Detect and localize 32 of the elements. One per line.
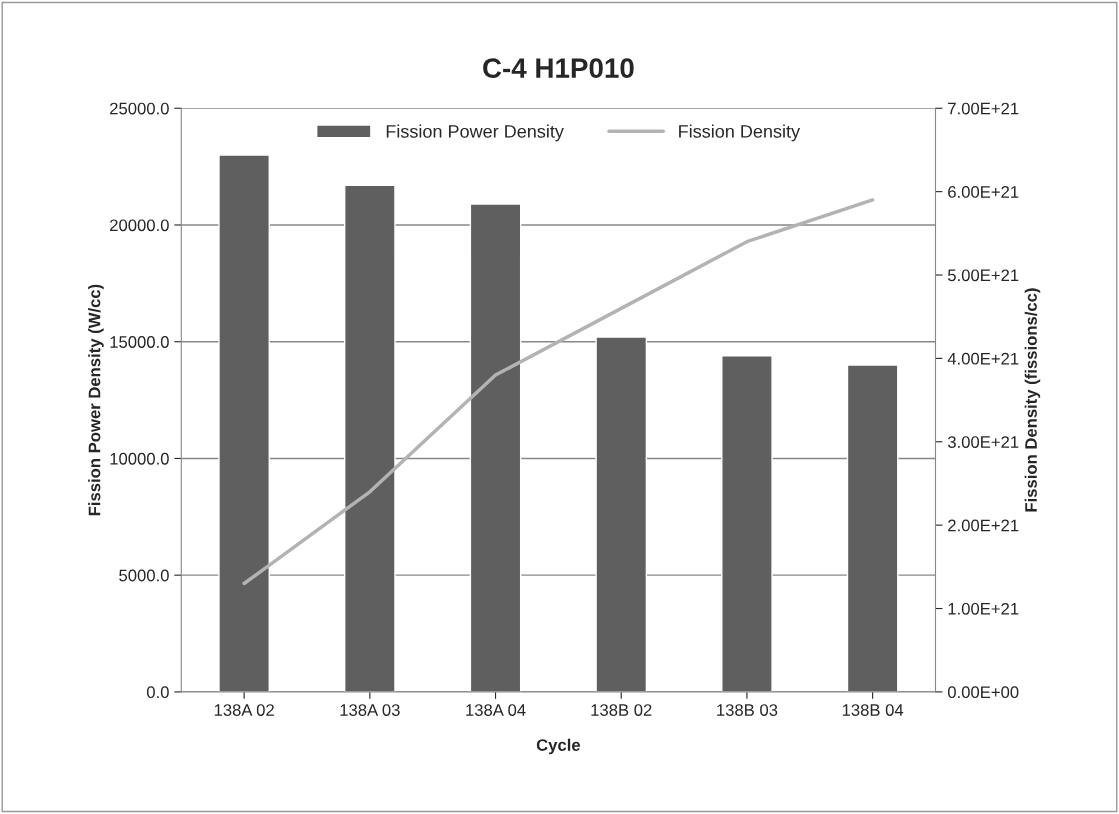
bar: [721, 355, 773, 692]
bar: [469, 203, 522, 692]
y2-tick-label: 3.00E+21: [947, 436, 1019, 448]
bar: [218, 154, 270, 692]
x-axis-title: Cycle: [536, 738, 581, 755]
y2-tick-label: 5.00E+21: [947, 269, 1019, 282]
y-tick-label: 0.0: [146, 686, 169, 699]
x-tick-label: 138A 03: [340, 704, 400, 716]
y-tick-label: 25000.0: [110, 102, 169, 115]
y-tick-label: 20000.0: [110, 219, 169, 232]
y2-tick-label: 2.00E+21: [948, 519, 1019, 532]
chart-title: C-4 H1P010: [483, 58, 634, 78]
y2-tick-label: 4.00E+21: [947, 352, 1019, 365]
x-tick-label: 138B 02: [591, 704, 652, 716]
y2-tick-label: 1.00E+21: [948, 602, 1019, 615]
y-axis-title: Fission Power Density (W/cc): [88, 284, 104, 516]
y-tick-label: 5000.0: [119, 569, 169, 582]
y2-tick-label: 7.00E+21: [948, 102, 1019, 115]
y2-tick-label: 0.00E+00: [947, 686, 1019, 699]
legend-label: Fission Power Density: [386, 124, 564, 142]
x-tick-label: 138B 03: [717, 704, 778, 716]
y2-tick-label: 6.00E+21: [948, 186, 1019, 198]
legend-label: Fission Density: [679, 124, 801, 142]
x-tick-label: 138B 04: [842, 704, 904, 716]
x-tick-label: 138A 04: [466, 704, 526, 716]
y-tick-label: 15000.0: [110, 336, 169, 348]
x-tick-label: 138A 02: [214, 704, 274, 716]
bar: [343, 184, 396, 692]
bar: [846, 364, 899, 692]
y-tick-label: 10000.0: [110, 452, 169, 465]
y2-axis-title: Fission Density (fissions/cc): [1024, 288, 1041, 512]
bar: [595, 336, 648, 692]
